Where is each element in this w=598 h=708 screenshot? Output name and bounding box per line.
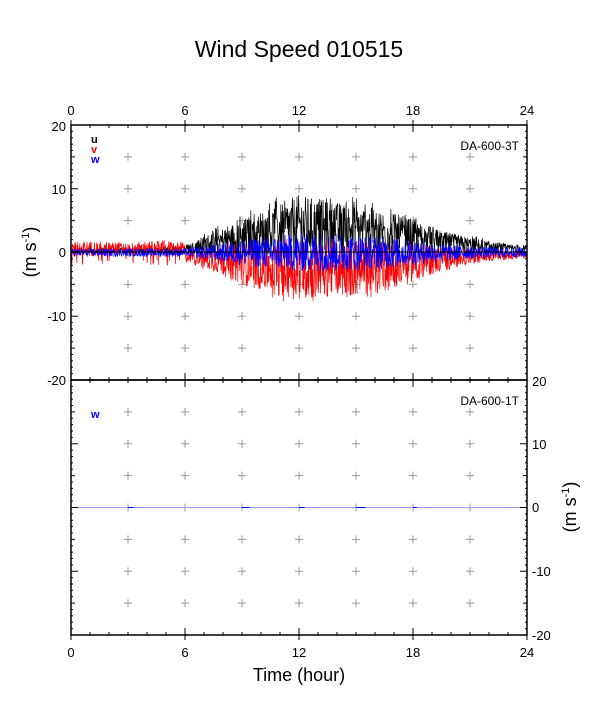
y-axis-label: (m s-1)	[560, 482, 580, 533]
x-tick-label-top: 24	[520, 103, 534, 118]
x-tick-label: 0	[67, 645, 74, 660]
x-tick-label: 12	[292, 645, 306, 660]
y-tick-label-right: -10	[532, 564, 551, 579]
x-tick-label: 24	[520, 645, 534, 660]
x-tick-label-top: 0	[67, 103, 74, 118]
y-tick-label-right: 0	[532, 500, 539, 515]
panel-da-600-1t: 20 10 0 -10 -20 0 6 12 18 24 DA-600-1T w…	[67, 374, 580, 685]
y-tick-label: 0	[59, 245, 66, 260]
legend-u: u	[91, 134, 98, 146]
chart-title: Wind Speed 010515	[195, 36, 403, 62]
y-tick-label-right: 20	[532, 374, 546, 389]
instrument-label: DA-600-3T	[460, 139, 519, 153]
instrument-label: DA-600-1T	[460, 394, 519, 408]
x-tick-label-top: 12	[292, 103, 306, 118]
x-axis-label: Time (hour)	[253, 665, 345, 685]
x-tick-label: 18	[406, 645, 420, 660]
legend-w: w	[90, 154, 100, 166]
legend-v: v	[91, 144, 98, 156]
y-tick-label-right: -20	[532, 628, 551, 643]
x-tick-label-top: 18	[406, 103, 420, 118]
series-w	[70, 233, 528, 273]
y-tick-label: 10	[52, 182, 66, 197]
y-axis-label: (m s-1)	[20, 227, 40, 278]
y-tick-label-right: 10	[532, 437, 546, 452]
x-tick-label: 6	[181, 645, 188, 660]
y-tick-label: -20	[47, 373, 66, 388]
y-tick-label: 20	[52, 119, 66, 134]
panel-da-600-3t: 20 10 0 -10 -20 0 6 12 18 24 DA-600-3T u…	[20, 103, 534, 388]
y-tick-label: -10	[47, 309, 66, 324]
x-tick-label-top: 6	[181, 103, 188, 118]
legend-w: w	[90, 409, 100, 421]
